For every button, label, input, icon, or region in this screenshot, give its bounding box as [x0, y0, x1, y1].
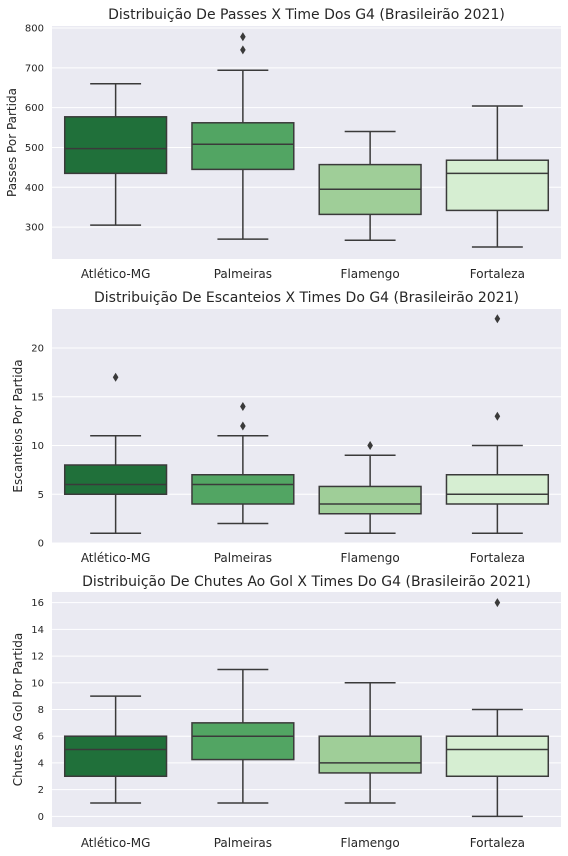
x-tick-label: Flamengo	[341, 267, 400, 281]
x-tick-label: Atlético-MG	[81, 267, 151, 281]
y-axis-label: Passes Por Partida	[5, 88, 19, 197]
y-tick-label: 600	[25, 103, 44, 114]
y-tick-label: 5	[38, 490, 44, 501]
y-tick-label: 700	[25, 63, 44, 74]
iqr-box	[445, 735, 550, 778]
outlier-point	[240, 421, 246, 431]
y-tick-label: 2	[38, 785, 44, 796]
y-tick-label: 12	[31, 652, 44, 663]
iqr-box	[445, 474, 550, 505]
box-flamengo	[318, 441, 422, 534]
y-tick-label: 10	[31, 441, 44, 452]
y-tick-label: 400	[25, 183, 44, 194]
box-palmeiras	[191, 402, 295, 525]
y-tick-label: 8	[38, 705, 44, 716]
x-tick-label: Flamengo	[341, 551, 400, 565]
iqr-box	[63, 116, 168, 175]
y-tick-label: 4	[38, 758, 44, 769]
iqr-box	[191, 474, 295, 505]
box-atl-tico-mg	[63, 372, 168, 534]
outlier-point	[112, 372, 119, 382]
chart-title: Distribuição De Passes X Time Dos G4 (Br…	[108, 7, 505, 23]
y-axis-label: Escanteios Por Partida	[11, 359, 25, 492]
iqr-box	[63, 735, 168, 778]
iqr-box	[191, 722, 295, 761]
y-tick-label: 20	[31, 344, 44, 355]
outlier-point	[240, 32, 246, 42]
outlier-point	[240, 402, 246, 411]
box-fortaleza	[445, 598, 550, 818]
chart-title: Distribuição De Escanteios X Times Do G4…	[94, 290, 519, 306]
iqr-box	[318, 485, 422, 515]
y-tick-label: 500	[25, 143, 44, 154]
iqr-box	[445, 159, 550, 212]
y-tick-label: 6	[38, 732, 44, 743]
outlier-point	[494, 411, 501, 421]
box-flamengo	[318, 682, 422, 804]
x-tick-label: Atlético-MG	[81, 836, 151, 850]
iqr-box	[63, 464, 168, 495]
x-tick-label: Atlético-MG	[81, 551, 151, 565]
chart-3: 0 2 4 6 8 10 12 14 16 Distribuição De Chutes Ao G…	[11, 574, 561, 850]
chart-2: 0 5 10 15 20 Distribuição De Escanteios X Tim…	[11, 290, 561, 565]
outlier-point	[367, 441, 373, 450]
outlier-point	[494, 598, 501, 608]
y-tick-label: 0	[38, 812, 44, 823]
x-tick-label: Palmeiras	[214, 267, 272, 281]
plot-area	[52, 309, 561, 543]
chart-title: Distribuição De Chutes Ao Gol X Times Do…	[82, 574, 531, 590]
y-axis-label: Chutes Ao Gol Por Partida	[11, 633, 25, 787]
y-tick-label: 16	[31, 598, 44, 609]
box-palmeiras	[191, 668, 295, 804]
y-tick-label: 14	[31, 625, 44, 636]
box-fortaleza	[445, 105, 550, 248]
box-fortaleza	[445, 314, 550, 534]
x-tick-label: Palmeiras	[214, 836, 272, 850]
iqr-box	[191, 122, 295, 171]
box-flamengo	[318, 130, 422, 242]
outlier-point	[494, 314, 501, 324]
box-palmeiras	[191, 32, 295, 240]
x-tick-label: Fortaleza	[470, 836, 525, 850]
y-tick-label: 300	[25, 223, 44, 234]
y-tick-label: 15	[31, 392, 44, 403]
y-tick-label: 10	[31, 678, 44, 689]
x-tick-label: Palmeiras	[214, 551, 272, 565]
y-tick-label: 0	[38, 539, 44, 550]
x-tick-label: Fortaleza	[470, 551, 525, 565]
box-atl-tico-mg	[63, 83, 168, 226]
y-tick-label: 800	[25, 23, 44, 34]
outlier-point	[240, 45, 246, 55]
iqr-box	[318, 735, 422, 774]
box-atl-tico-mg	[63, 695, 168, 804]
chart-1: 300 400 500 600 700 800 Distribuição De Passes…	[5, 7, 561, 281]
x-tick-label: Flamengo	[341, 836, 400, 850]
x-tick-label: Fortaleza	[470, 267, 525, 281]
